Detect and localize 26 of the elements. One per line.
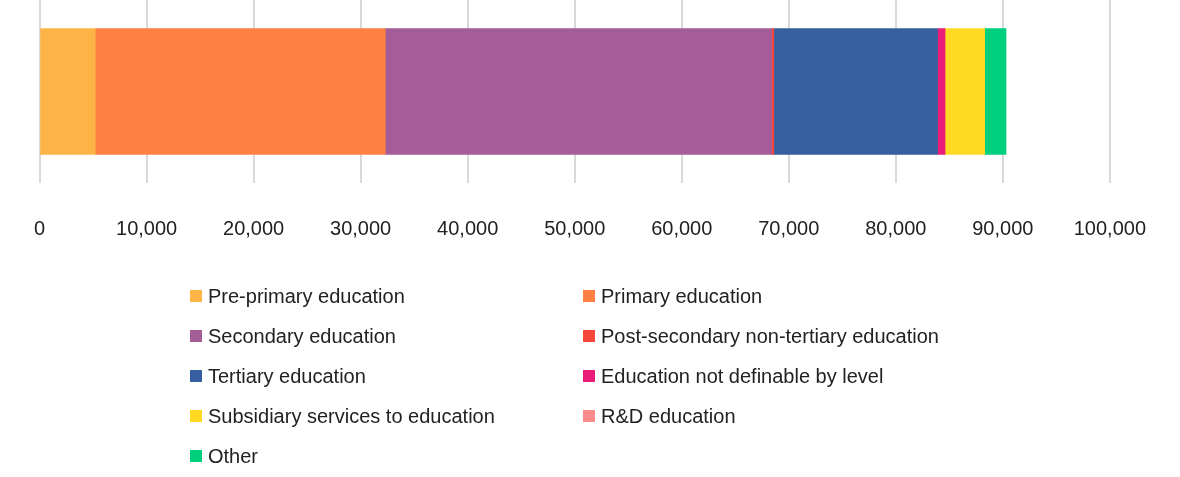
bar [944,28,985,155]
legend-label: Education not definable by level [601,364,884,388]
legend-label: Pre-primary education [208,284,405,308]
legend-label: Tertiary education [208,364,366,388]
x-tick-label: 0 [34,216,46,239]
bar [984,28,1007,155]
x-tick-label: 40,000 [437,216,499,239]
legend-label: Subsidiary services to education [208,404,495,428]
bar [773,28,938,155]
bar [40,28,96,155]
x-tick-label: 70,000 [758,216,820,239]
x-tick-label: 100,000 [1073,216,1146,239]
legend-label: Primary education [601,284,763,308]
x-tick-label: 90,000 [972,216,1034,239]
legend-label: Secondary education [208,324,396,348]
legend-label: R&D education [601,404,736,428]
x-tick-label: 80,000 [865,216,927,239]
x-tick-label: 60,000 [651,216,713,239]
bar [384,28,772,155]
legend-label: Other [208,444,259,468]
x-tick-label: 50,000 [544,216,606,239]
bar [94,28,386,155]
x-tick-label: 30,000 [330,216,392,239]
x-tick-label: 20,000 [223,216,285,239]
x-tick-label: 10,000 [116,216,178,239]
legend-label: Post-secondary non-tertiary education [601,324,939,348]
